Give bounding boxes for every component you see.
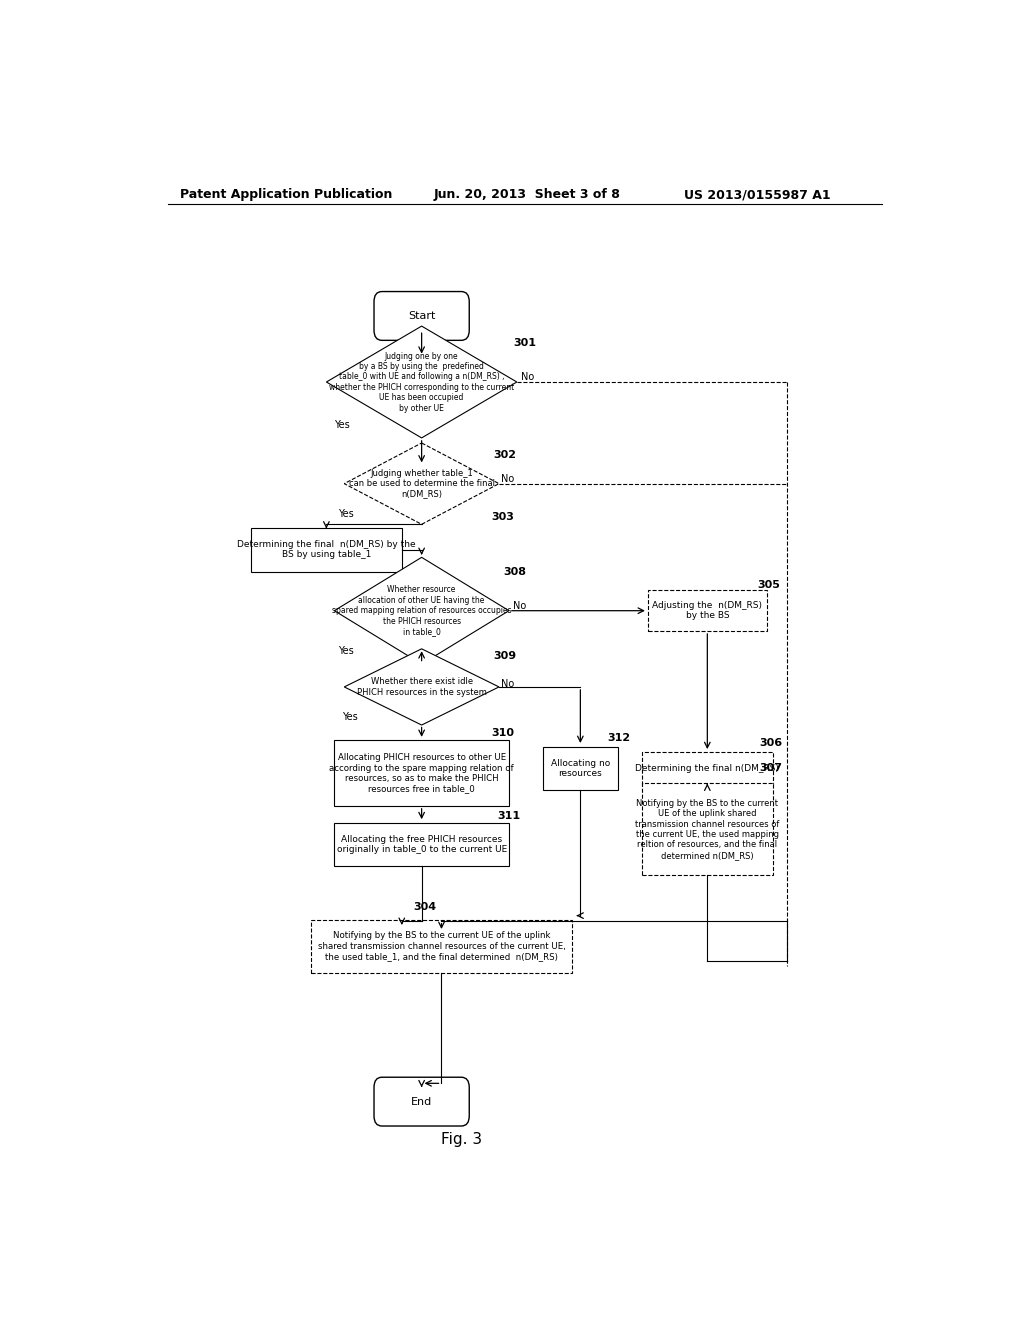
FancyBboxPatch shape bbox=[374, 292, 469, 341]
Text: Judging one by one
by a BS by using the  predefined
table_0 with UE and followin: Judging one by one by a BS by using the … bbox=[329, 351, 514, 413]
Bar bbox=[251, 528, 401, 572]
Text: Yes: Yes bbox=[338, 510, 354, 519]
Text: Yes: Yes bbox=[338, 647, 354, 656]
Text: 303: 303 bbox=[492, 512, 514, 523]
Polygon shape bbox=[327, 326, 517, 438]
Text: Jun. 20, 2013  Sheet 3 of 8: Jun. 20, 2013 Sheet 3 of 8 bbox=[433, 189, 621, 202]
Polygon shape bbox=[344, 649, 499, 725]
Bar bbox=[543, 747, 618, 789]
Text: End: End bbox=[411, 1097, 432, 1106]
Text: 307: 307 bbox=[759, 763, 782, 774]
Text: No: No bbox=[521, 372, 535, 381]
Text: Determining the final n(DM_RS): Determining the final n(DM_RS) bbox=[635, 764, 779, 772]
Text: 302: 302 bbox=[494, 450, 516, 461]
Text: 308: 308 bbox=[504, 568, 526, 577]
Text: 309: 309 bbox=[494, 652, 516, 661]
Text: Determining the final  n(DM_RS) by the
BS by using table_1: Determining the final n(DM_RS) by the BS… bbox=[238, 540, 416, 560]
Bar bbox=[648, 590, 767, 631]
Text: Fig. 3: Fig. 3 bbox=[440, 1131, 482, 1147]
Text: 311: 311 bbox=[497, 810, 520, 821]
Text: Yes: Yes bbox=[342, 713, 358, 722]
Text: US 2013/0155987 A1: US 2013/0155987 A1 bbox=[684, 189, 830, 202]
Text: Yes: Yes bbox=[335, 420, 350, 430]
Polygon shape bbox=[344, 444, 499, 524]
Text: Judging whether table_1
can be used to determine the final
n(DM_RS): Judging whether table_1 can be used to d… bbox=[348, 469, 495, 499]
Text: Notifying by the BS to the current
UE of the uplink shared
transmission channel : Notifying by the BS to the current UE of… bbox=[635, 799, 779, 859]
Text: 305: 305 bbox=[758, 581, 780, 590]
Text: Whether resource
allocation of other UE having the
spared mapping relation of re: Whether resource allocation of other UE … bbox=[332, 585, 511, 636]
Bar bbox=[310, 920, 572, 973]
Text: Allocating the free PHICH resources
originally in table_0 to the current UE: Allocating the free PHICH resources orig… bbox=[337, 834, 507, 854]
Text: No: No bbox=[501, 678, 514, 689]
Text: Allocating PHICH resources to other UE
according to the spare mapping relation o: Allocating PHICH resources to other UE a… bbox=[330, 754, 514, 793]
Bar bbox=[642, 784, 773, 875]
Text: Start: Start bbox=[408, 312, 435, 321]
Bar bbox=[334, 824, 509, 866]
Bar bbox=[642, 752, 773, 784]
Bar bbox=[334, 741, 509, 807]
Text: 306: 306 bbox=[759, 738, 782, 748]
Text: 301: 301 bbox=[513, 338, 536, 348]
Text: No: No bbox=[501, 474, 514, 483]
Text: 310: 310 bbox=[492, 727, 514, 738]
FancyBboxPatch shape bbox=[374, 1077, 469, 1126]
Polygon shape bbox=[334, 557, 509, 664]
Text: Allocating no
resources: Allocating no resources bbox=[551, 759, 610, 777]
Text: No: No bbox=[513, 601, 526, 611]
Text: Adjusting the  n(DM_RS)
by the BS: Adjusting the n(DM_RS) by the BS bbox=[652, 601, 762, 620]
Text: 312: 312 bbox=[607, 733, 631, 743]
Text: 304: 304 bbox=[414, 903, 437, 912]
Text: Notifying by the BS to the current UE of the uplink
shared transmission channel : Notifying by the BS to the current UE of… bbox=[317, 931, 565, 961]
Text: Patent Application Publication: Patent Application Publication bbox=[179, 189, 392, 202]
Text: Whether there exist idle
PHICH resources in the system: Whether there exist idle PHICH resources… bbox=[356, 677, 486, 697]
